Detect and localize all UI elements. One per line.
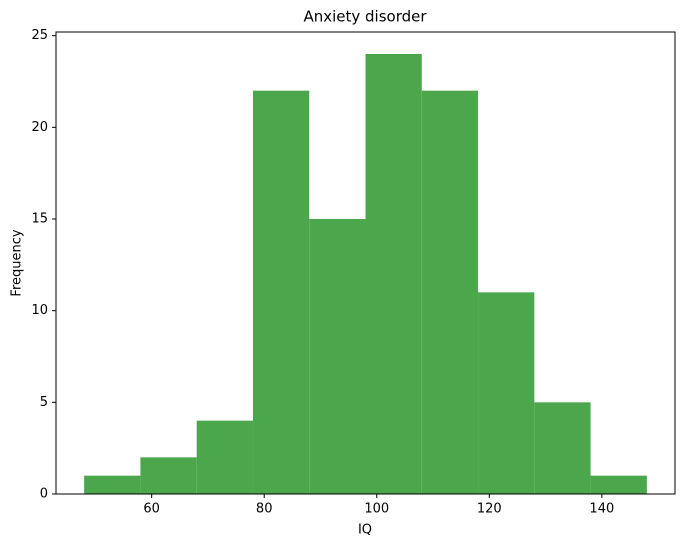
x-tick-label: 80 — [256, 502, 273, 517]
bar — [140, 457, 197, 494]
bar — [421, 90, 479, 495]
bar — [534, 402, 591, 494]
x-axis-label: IQ — [358, 523, 372, 538]
x-tick-label: 140 — [589, 502, 614, 517]
y-tick-label: 5 — [40, 395, 48, 410]
plot-frame — [55, 31, 676, 495]
y-tick-label: 20 — [31, 120, 48, 135]
y-tick-label: 25 — [31, 28, 48, 43]
bar — [84, 475, 141, 494]
bar — [196, 420, 253, 494]
bar — [478, 292, 535, 494]
y-tick-label: 10 — [31, 303, 48, 318]
x-tick-label: 120 — [477, 502, 502, 517]
bar — [309, 219, 366, 494]
x-tick-label: 60 — [143, 502, 160, 517]
y-tick-label: 15 — [31, 212, 48, 227]
bar — [590, 475, 647, 494]
x-tick-label: 100 — [364, 502, 389, 517]
y-tick-label: 0 — [40, 487, 48, 502]
bar — [365, 54, 422, 494]
chart-title: Anxiety disorder — [303, 8, 427, 26]
y-axis-label: Frequency — [10, 229, 25, 296]
bar — [252, 90, 310, 495]
